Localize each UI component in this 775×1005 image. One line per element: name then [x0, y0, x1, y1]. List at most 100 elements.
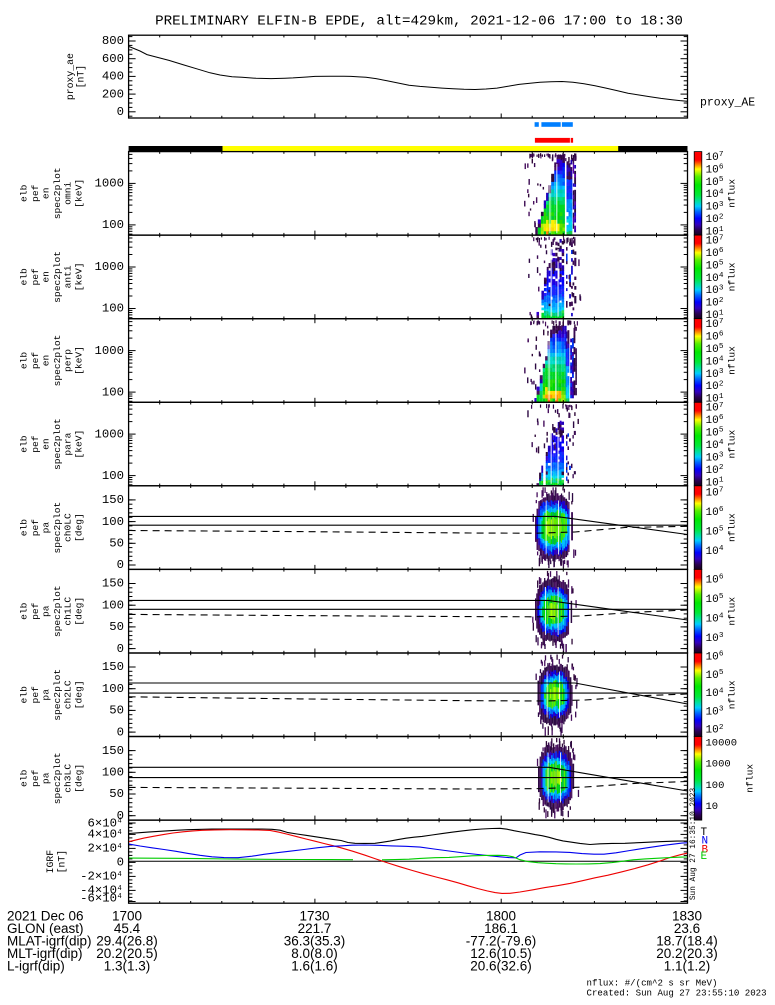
svg-text:5: 5	[719, 593, 724, 601]
svg-text:10: 10	[706, 331, 719, 343]
svg-text:10: 10	[706, 202, 719, 214]
svg-text:6: 6	[719, 651, 724, 659]
svg-text:10: 10	[706, 546, 719, 558]
svg-text:E: E	[701, 851, 708, 863]
svg-text:-4×10: -4×10	[80, 884, 117, 898]
svg-text:150: 150	[102, 577, 124, 591]
svg-text:100: 100	[102, 302, 124, 316]
svg-text:10: 10	[706, 477, 719, 489]
svg-text:pef: pef	[30, 184, 41, 202]
svg-text:20.2(20.3): 20.2(20.3)	[656, 946, 718, 961]
svg-text:4×10: 4×10	[87, 828, 117, 842]
svg-text:10: 10	[706, 706, 719, 718]
svg-text:MLT-igrf(dip): MLT-igrf(dip)	[7, 946, 83, 961]
svg-text:10: 10	[706, 214, 719, 226]
svg-text:1000: 1000	[94, 260, 124, 274]
svg-text:6: 6	[719, 506, 724, 514]
svg-text:1800: 1800	[486, 909, 516, 924]
svg-text:3: 3	[719, 201, 724, 209]
svg-text:1: 1	[719, 393, 724, 401]
svg-text:[keV]: [keV]	[74, 179, 85, 208]
svg-text:pef: pef	[30, 769, 41, 787]
svg-text:1830: 1830	[672, 909, 702, 924]
svg-text:10: 10	[706, 344, 719, 356]
svg-text:omni: omni	[62, 182, 73, 205]
svg-text:10: 10	[706, 527, 719, 539]
svg-text:600: 600	[102, 52, 124, 66]
svg-text:nflux: nflux	[727, 680, 738, 709]
svg-text:10: 10	[706, 594, 719, 606]
svg-text:4: 4	[719, 687, 724, 695]
svg-text:10: 10	[706, 319, 719, 331]
svg-text:pef: pef	[30, 602, 41, 620]
svg-text:18.7(18.4): 18.7(18.4)	[656, 934, 718, 949]
svg-text:nflux: nflux	[727, 513, 738, 542]
svg-text:186.1: 186.1	[484, 921, 518, 936]
svg-text:2021 Dec 06: 2021 Dec 06	[7, 909, 84, 924]
svg-text:10: 10	[706, 298, 719, 310]
svg-text:6: 6	[719, 574, 724, 582]
svg-text:5: 5	[719, 427, 724, 435]
svg-text:en: en	[41, 188, 52, 200]
svg-text:[deg]: [deg]	[74, 513, 85, 542]
svg-text:10: 10	[706, 310, 719, 322]
svg-text:10: 10	[706, 428, 719, 440]
svg-text:ch0LC: ch0LC	[62, 513, 73, 542]
svg-text:elb: elb	[18, 268, 29, 286]
svg-text:7: 7	[719, 318, 724, 326]
svg-text:elb: elb	[18, 519, 29, 537]
svg-text:nflux: nflux	[727, 429, 738, 458]
svg-text:2: 2	[719, 297, 724, 305]
svg-text:ch3LC: ch3LC	[62, 764, 73, 793]
svg-text:-77.2(-79.6): -77.2(-79.6)	[466, 934, 537, 949]
svg-text:pef: pef	[30, 435, 41, 453]
svg-text:GLON (east): GLON (east)	[7, 921, 84, 936]
svg-text:400: 400	[102, 70, 124, 84]
svg-text:[keV]: [keV]	[74, 430, 85, 459]
svg-text:20.6(32.6): 20.6(32.6)	[470, 959, 532, 974]
svg-text:[deg]: [deg]	[74, 764, 85, 793]
svg-text:1: 1	[719, 309, 724, 317]
svg-text:100: 100	[102, 218, 124, 232]
svg-text:4: 4	[118, 843, 122, 851]
svg-text:10: 10	[706, 248, 719, 260]
svg-text:spec2plot: spec2plot	[52, 167, 63, 219]
svg-text:7: 7	[719, 487, 724, 495]
svg-text:10: 10	[706, 575, 719, 587]
svg-text:2: 2	[719, 213, 724, 221]
svg-text:10: 10	[706, 507, 719, 519]
svg-text:[deg]: [deg]	[74, 597, 85, 626]
svg-text:nflux: nflux	[727, 179, 738, 208]
svg-text:10: 10	[706, 614, 719, 626]
svg-text:4: 4	[719, 545, 724, 553]
svg-text:ch2LC: ch2LC	[62, 680, 73, 709]
svg-text:-2×10: -2×10	[80, 870, 117, 884]
svg-text:elb: elb	[18, 435, 29, 453]
svg-text:1000: 1000	[706, 759, 731, 771]
svg-text:7: 7	[719, 151, 724, 159]
svg-text:elb: elb	[18, 184, 29, 202]
svg-text:1: 1	[719, 477, 724, 485]
svg-text:10: 10	[706, 189, 719, 201]
svg-text:nflux: nflux	[727, 262, 738, 291]
svg-text:L-igrf(dip): L-igrf(dip)	[7, 959, 65, 974]
svg-text:10: 10	[706, 440, 719, 452]
svg-text:45.4: 45.4	[114, 921, 141, 936]
svg-text:spec2plot: spec2plot	[52, 502, 63, 554]
svg-text:0: 0	[117, 642, 124, 656]
svg-text:spec2plot: spec2plot	[52, 418, 63, 470]
svg-text:-6×10: -6×10	[80, 892, 117, 906]
svg-text:10: 10	[706, 235, 719, 247]
svg-text:[deg]: [deg]	[74, 680, 85, 709]
svg-text:proxy_ae: proxy_ae	[65, 53, 76, 100]
svg-text:pa: pa	[41, 605, 52, 617]
svg-text:0: 0	[117, 558, 124, 572]
svg-text:6: 6	[719, 331, 724, 339]
svg-text:3: 3	[719, 368, 724, 376]
svg-text:6: 6	[719, 414, 724, 422]
svg-text:4: 4	[719, 188, 724, 196]
svg-text:para: para	[62, 432, 73, 455]
svg-text:en: en	[41, 355, 52, 367]
svg-text:4: 4	[719, 356, 724, 364]
svg-text:pa: pa	[41, 689, 52, 701]
